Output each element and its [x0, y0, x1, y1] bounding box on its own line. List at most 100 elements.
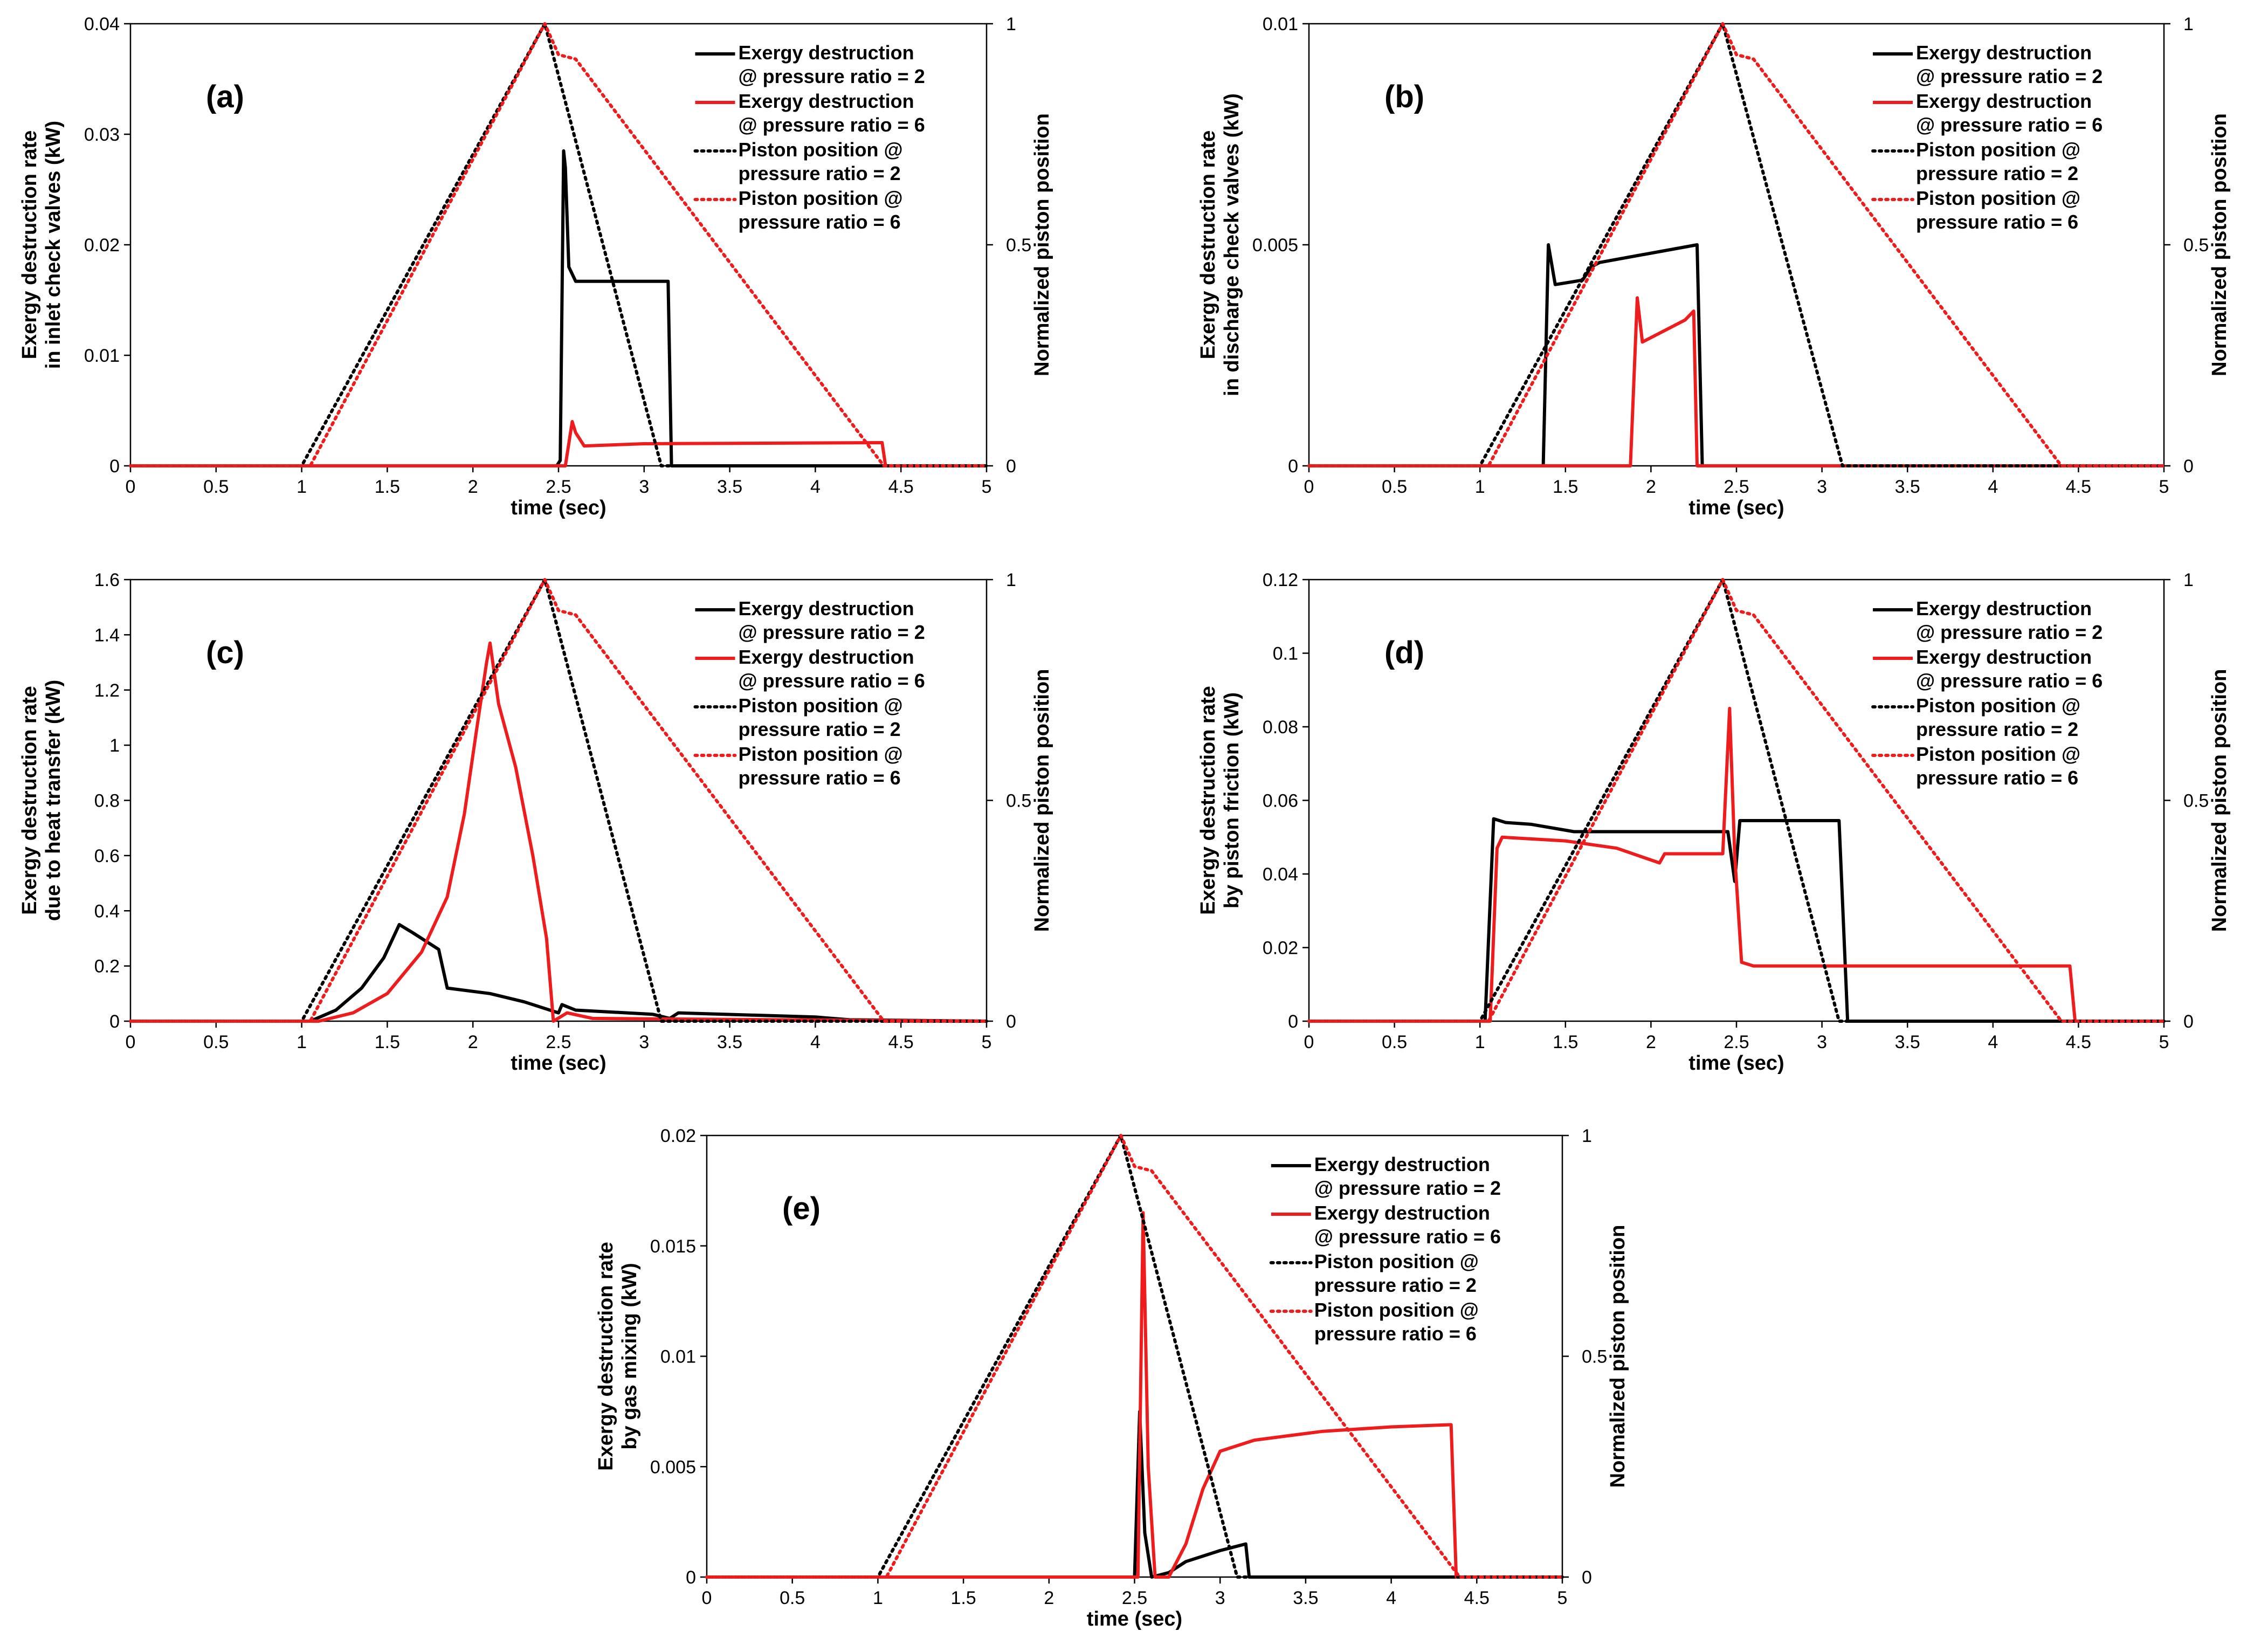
legend-entry-line: Exergy destruction	[1314, 1202, 1490, 1224]
legend-entry-line: pressure ratio = 6	[1916, 767, 2078, 789]
legend-entry: Exergy destruction @ pressure ratio = 6	[738, 646, 925, 692]
x-tick-label: 2	[468, 477, 478, 497]
y-tick-label: 0.03	[84, 125, 120, 145]
chart-panel: 0 0.5 1 1.5 2 2.5 3 3.5 4 4.5 500.0050.0100.51time…	[1197, 14, 2231, 519]
x-tick-label: 4.5	[2066, 477, 2091, 497]
y2-tick-label: 0	[1582, 1567, 1592, 1588]
x-tick-label: 2.5	[1122, 1588, 1147, 1608]
series-line-exergy	[130, 923, 987, 1023]
y-axis-label: Exergy destruction ratein discharge chec…	[1197, 93, 1243, 396]
legend-entry: Exergy destruction @ pressure ratio = 6	[738, 90, 925, 136]
legend-entry-line: Exergy destruction	[738, 646, 914, 668]
legend-entry: Exergy destruction @ pressure ratio = 6	[1916, 646, 2103, 692]
y2-tick-label: 1	[1006, 570, 1016, 590]
series-line-exergy	[130, 641, 987, 1023]
series-line-piston	[1307, 578, 2166, 1023]
y-tick-label: 0.12	[1263, 570, 1298, 590]
x-tick-label: 5	[982, 1032, 992, 1052]
y2-tick-label: 0.5	[2183, 791, 2209, 811]
x-tick-label: 3	[639, 1032, 649, 1052]
x-tick-label: 5	[2159, 1032, 2169, 1052]
x-tick-label: 4.5	[2066, 1032, 2091, 1052]
legend-entry-line: Piston position @	[1314, 1299, 1479, 1321]
legend-entry-line: pressure ratio = 2	[1916, 718, 2078, 740]
y-axis-label: Exergy destruction ratein inlet check va…	[18, 121, 65, 369]
panel-label: (e)	[782, 1191, 821, 1226]
legend-entry: Piston position @ pressure ratio = 6	[738, 187, 902, 233]
x-tick-label: 0.5	[1382, 1032, 1407, 1052]
y-tick-label: 0	[109, 456, 120, 477]
x-tick-label: 0.5	[203, 477, 229, 497]
y-tick-label: 0.06	[1263, 791, 1298, 811]
y2-tick-label: 0.5	[1006, 791, 1031, 811]
y-axis-label-line: due to heat transfer (kW)	[42, 680, 65, 921]
legend-entry-line: pressure ratio = 6	[738, 211, 900, 233]
y-tick-label: 0.04	[1263, 864, 1298, 885]
y-axis-label-line: in discharge check valves (kW)	[1221, 93, 1243, 396]
legend-entry-line: Piston position @	[1314, 1250, 1479, 1272]
legend-entry: Piston position @ pressure ratio = 2	[1314, 1250, 1479, 1296]
legend-entry-line: Exergy destruction	[738, 597, 914, 620]
series-line-piston	[1307, 22, 2166, 467]
legend-entry: Exergy destruction @ pressure ratio = 2	[1314, 1153, 1501, 1199]
legend-entry-line: pressure ratio = 6	[738, 767, 900, 789]
x-tick-label: 0.5	[1382, 477, 1407, 497]
y-tick-label: 0.01	[1263, 14, 1298, 35]
series-line-piston	[129, 22, 988, 467]
x-tick-label: 3	[1817, 1032, 1827, 1052]
x-tick-label: 2.5	[546, 477, 571, 497]
y2-axis-label: Normalized piston position	[2208, 669, 2231, 932]
y-axis-label: Exergy destruction rateby gas mixing (kW…	[595, 1242, 641, 1470]
y-tick-label: 1.2	[94, 680, 120, 701]
x-tick-label: 3.5	[1895, 1032, 1920, 1052]
x-tick-label: 0	[702, 1588, 712, 1608]
x-tick-label: 3	[1215, 1588, 1225, 1608]
legend-entry-line: Exergy destruction	[738, 90, 914, 112]
legend-entry-line: Piston position @	[1916, 139, 2080, 161]
legend-entry: Exergy destruction @ pressure ratio = 2	[1916, 42, 2103, 87]
x-tick-label: 1.5	[375, 477, 400, 497]
legend-entry: Piston position @ pressure ratio = 6	[738, 743, 902, 789]
x-axis-label: time (sec)	[511, 497, 606, 519]
x-tick-label: 1.5	[1553, 477, 1578, 497]
x-tick-label: 2	[1044, 1588, 1054, 1608]
y-tick-label: 0.1	[1273, 644, 1298, 664]
panel-label: (b)	[1384, 79, 1424, 114]
x-tick-label: 3.5	[1895, 477, 1920, 497]
y2-axis-label: Normalized piston position	[1031, 669, 1053, 932]
legend-entry-line: Piston position @	[1916, 743, 2080, 765]
y-tick-label: 0.015	[650, 1236, 696, 1257]
legend-entry: Exergy destruction @ pressure ratio = 6	[1314, 1202, 1501, 1248]
chart-panel: 0 0.5 1 1.5 2 2.5 3 3.5 4 4.5 500.010.020.030.0400…	[18, 14, 1053, 519]
y-tick-label: 1.4	[94, 625, 120, 645]
y-axis-label-line: in inlet check valves (kW)	[42, 121, 65, 369]
x-tick-label: 1.5	[950, 1588, 976, 1608]
y2-tick-label: 0.5	[1006, 235, 1031, 256]
legend-entry-line: @ pressure ratio = 6	[1916, 670, 2103, 692]
x-tick-label: 0.5	[203, 1032, 229, 1052]
x-tick-label: 4	[1988, 1032, 1998, 1052]
y2-axis-label: Normalized piston position	[2208, 113, 2231, 376]
panel-label: (d)	[1384, 635, 1424, 670]
x-tick-label: 4	[1988, 477, 1998, 497]
series-line-piston	[129, 578, 988, 1023]
x-tick-label: 2	[1646, 477, 1656, 497]
y-tick-label: 0.01	[84, 346, 120, 366]
legend-entry-line: pressure ratio = 2	[738, 718, 900, 740]
x-tick-label: 0	[126, 477, 136, 497]
legend-entry-line: Exergy destruction	[1916, 42, 2092, 64]
y-tick-label: 0.4	[94, 901, 120, 921]
x-axis-label: time (sec)	[1087, 1608, 1182, 1630]
series-line-piston	[705, 1134, 1564, 1579]
legend-entry-line: @ pressure ratio = 6	[738, 114, 925, 136]
y-tick-label: 1	[109, 735, 120, 756]
x-tick-label: 4.5	[888, 477, 914, 497]
y-tick-label: 0	[1288, 1011, 1298, 1032]
y2-tick-label: 1	[2183, 570, 2194, 590]
y-tick-label: 0.005	[650, 1457, 696, 1477]
legend-entry-line: Exergy destruction	[1916, 646, 2092, 668]
legend-entry: Piston position @ pressure ratio = 6	[1314, 1299, 1479, 1345]
legend-entry-line: @ pressure ratio = 2	[738, 621, 925, 643]
y-axis-label-line: Exergy destruction rate	[1197, 130, 1219, 359]
